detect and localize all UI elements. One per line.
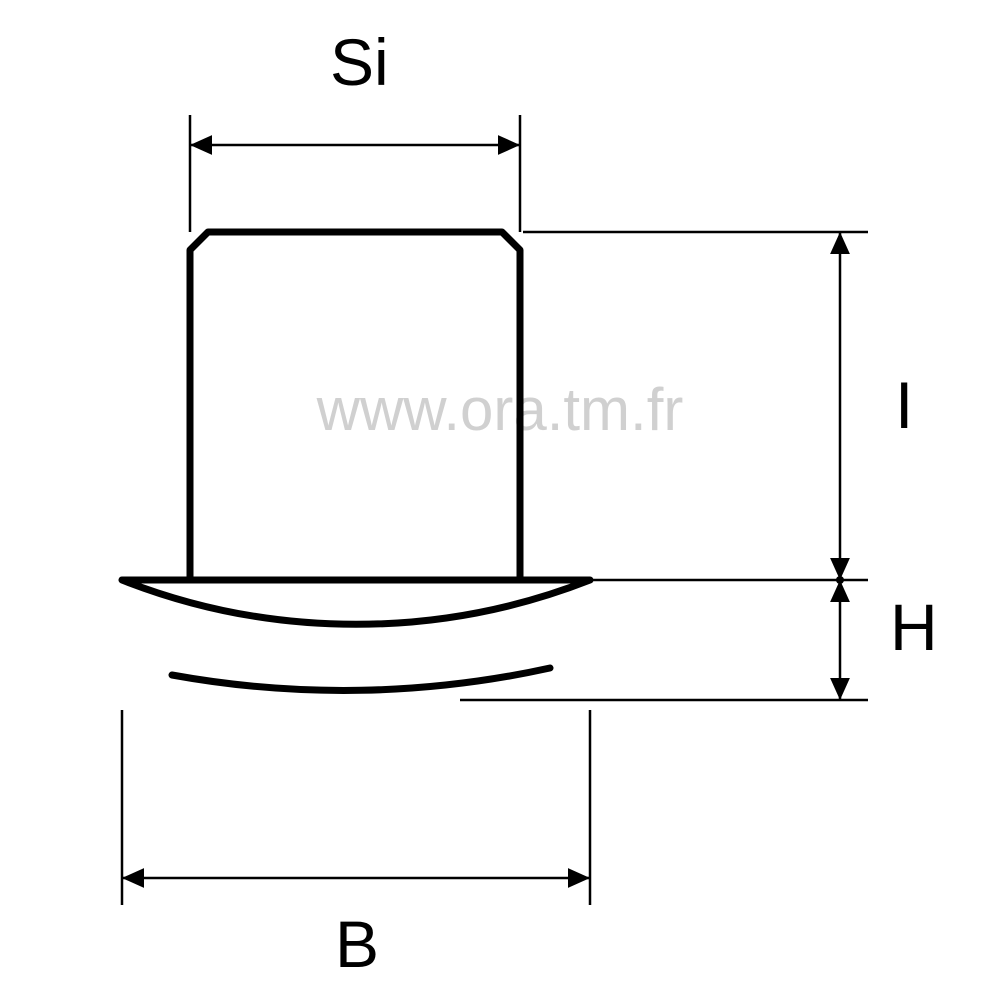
technical-drawing: www.ora.tm.frSiBIH bbox=[0, 0, 1000, 1000]
label-b: B bbox=[335, 907, 379, 981]
label-i: I bbox=[895, 368, 913, 442]
label-h: H bbox=[890, 590, 938, 664]
part-outline bbox=[122, 232, 590, 624]
label-si: Si bbox=[330, 25, 389, 99]
